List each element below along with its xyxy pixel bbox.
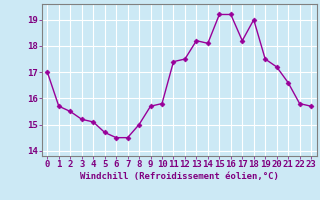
X-axis label: Windchill (Refroidissement éolien,°C): Windchill (Refroidissement éolien,°C) [80, 172, 279, 181]
